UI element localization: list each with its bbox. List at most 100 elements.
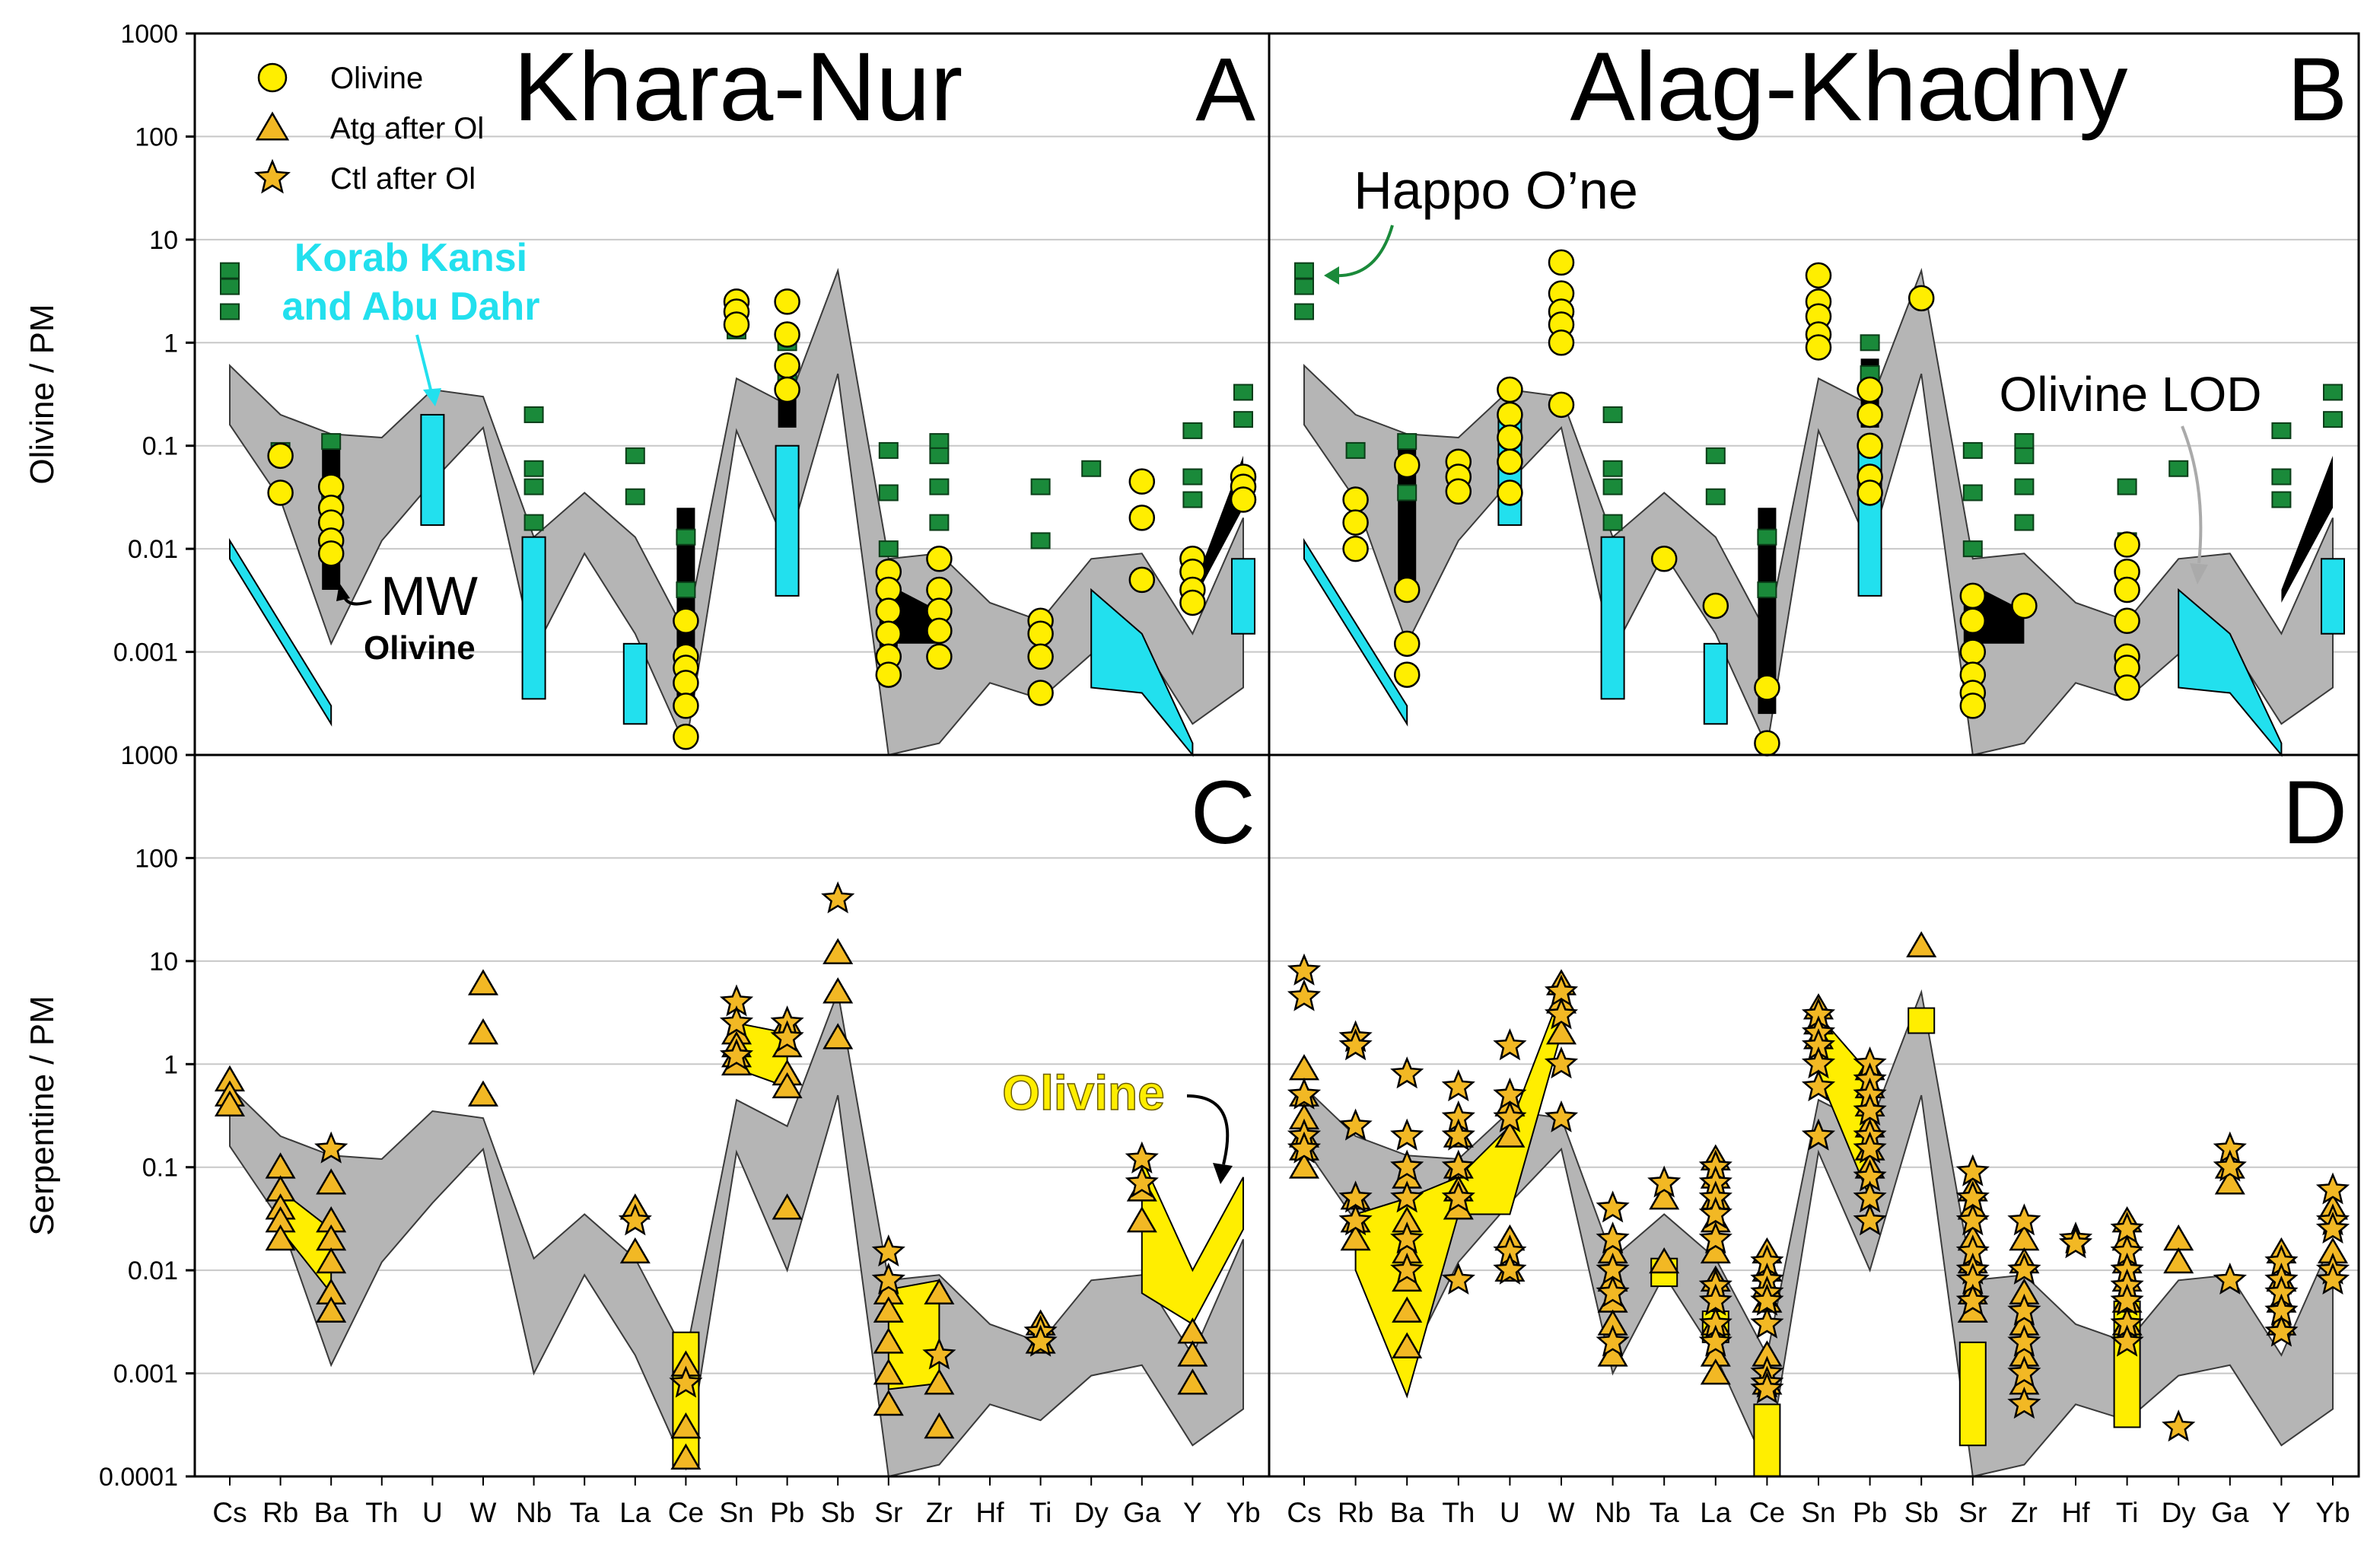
olivine-c-arrow	[1186, 1094, 1230, 1165]
ctl-point	[1596, 1275, 1630, 1308]
olivine-point	[1857, 479, 1883, 506]
panel-letter: D	[2283, 763, 2347, 863]
happo-square	[676, 581, 696, 599]
ctl-point	[871, 1263, 905, 1295]
happo-arrow	[1332, 225, 1394, 278]
ctl-point	[2162, 1409, 2196, 1442]
element-label: U	[1500, 1497, 1520, 1528]
element-label: Ti	[2116, 1497, 2138, 1528]
ctl-point	[2007, 1203, 2041, 1236]
olivine-c-arrowhead	[1213, 1163, 1233, 1184]
happo-square	[2014, 447, 2035, 464]
ctl-point	[1390, 1056, 1424, 1089]
olivine-point	[926, 643, 953, 670]
happo-square	[2271, 468, 2292, 486]
element-label: Yb	[1226, 1497, 1260, 1528]
ctl-point	[1287, 1077, 1322, 1110]
happo-square	[220, 303, 240, 320]
ctl-point	[2007, 1252, 2041, 1285]
happo-square	[1182, 491, 1203, 508]
atg-point	[2009, 1224, 2040, 1251]
atg-point	[1700, 1358, 1731, 1385]
korab-bar	[1703, 642, 1728, 725]
y-tick-label: 0.01	[128, 535, 178, 564]
ctl-point	[1441, 1118, 1475, 1151]
panel-letter: C	[1191, 763, 1255, 863]
olivine-point	[2011, 592, 2038, 619]
y-tick-label: 1	[164, 329, 178, 358]
element-label: Th	[365, 1497, 398, 1528]
olivine-point	[1393, 576, 1421, 604]
atg-point	[214, 1090, 246, 1117]
olivine-point	[317, 540, 345, 567]
olivine-point	[774, 288, 800, 315]
olivine-point	[2114, 531, 2140, 558]
atg-point	[822, 977, 854, 1004]
ctl-point	[1853, 1203, 1887, 1236]
happo-square	[1757, 581, 1777, 599]
y-tick-label: 0.1	[142, 1154, 178, 1183]
olivine-point	[723, 311, 750, 338]
mw-sublabel: Olivine	[364, 629, 476, 667]
element-label: W	[1548, 1497, 1575, 1528]
ctl-point	[1390, 1180, 1424, 1213]
ctl-point	[1544, 1100, 1579, 1132]
ctl-point	[821, 881, 855, 914]
atg-point	[670, 1412, 702, 1439]
atg-point	[772, 1193, 803, 1220]
element-label: Cs	[1287, 1497, 1321, 1528]
happo-square	[878, 484, 899, 502]
element-label: Dy	[2162, 1497, 2197, 1528]
element-label: Rb	[1338, 1497, 1373, 1528]
happo-square	[1345, 441, 1366, 459]
olivine-point	[1497, 448, 1523, 475]
ctl-point	[1493, 1028, 1527, 1061]
element-label: Pb	[770, 1497, 804, 1528]
y-axis-title: Olivine / PM	[24, 304, 61, 484]
ctl-point	[1698, 1324, 1732, 1357]
ctl-point	[1338, 1108, 1373, 1141]
atg-point	[1288, 1054, 1320, 1081]
olivine-point	[1393, 451, 1421, 479]
y-tick-label: 0.001	[113, 1360, 178, 1389]
olivine-point	[1548, 391, 1575, 419]
korab-bar	[1600, 536, 1625, 700]
olivine-point	[1128, 468, 1156, 495]
happo-square	[625, 447, 645, 464]
olivine-point	[673, 723, 699, 750]
happo-square	[2117, 478, 2137, 495]
happo-square	[1860, 334, 1880, 352]
y-tick-label: 100	[135, 844, 178, 873]
korab-field	[229, 537, 332, 727]
ctl-point	[770, 1020, 804, 1053]
atg-point	[1126, 1206, 1157, 1233]
olivine-point	[1230, 486, 1257, 513]
ctl-point	[2058, 1226, 2093, 1259]
happo-square	[2323, 411, 2343, 428]
olivine-point	[1128, 505, 1156, 531]
ctl-point	[254, 158, 291, 194]
mw-field	[1192, 455, 1243, 603]
olivine-point	[774, 376, 800, 403]
ctl-point	[719, 1038, 754, 1071]
olivine-point	[673, 693, 699, 719]
happo-square	[1602, 406, 1623, 423]
happo-square	[1757, 528, 1777, 546]
happo-square	[2271, 422, 2292, 439]
olivine-point	[1497, 479, 1523, 506]
olivine-point	[774, 352, 800, 379]
y-tick-label: 100	[135, 123, 178, 151]
element-label: Nb	[1595, 1497, 1631, 1528]
ctl-point	[314, 1131, 348, 1164]
atg-point	[924, 1278, 955, 1305]
ctl-point	[1596, 1190, 1630, 1223]
atg-point	[316, 1296, 347, 1323]
element-label: Ti	[1029, 1497, 1052, 1528]
happo-square	[1294, 303, 1314, 320]
atg-point	[2163, 1247, 2194, 1274]
olivine-point	[1027, 620, 1054, 647]
atg-point	[670, 1443, 702, 1470]
olivine-point	[2114, 674, 2140, 701]
element-label: Ta	[570, 1497, 600, 1528]
ctl-point	[2264, 1314, 2299, 1347]
